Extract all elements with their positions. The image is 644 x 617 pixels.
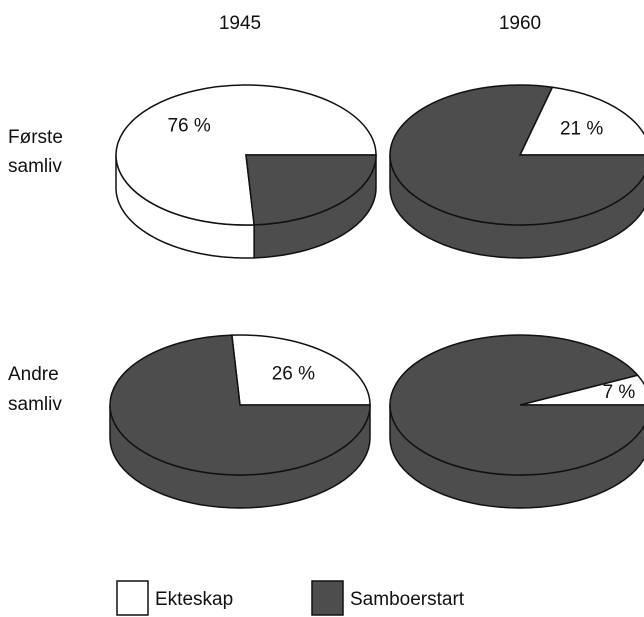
pie-slice [389, 84, 644, 226]
legend-swatch [311, 580, 344, 616]
pie-slice [109, 334, 371, 476]
column-header: 1960 [499, 13, 541, 34]
pie-slice [518, 86, 644, 156]
pie-slice [245, 154, 377, 226]
value-label: 26 % [272, 363, 315, 384]
row-label: Første [8, 127, 63, 148]
legend-swatch [116, 580, 149, 616]
value-label: 21 % [560, 118, 603, 139]
row-label: samliv [8, 156, 62, 177]
pie-slice [115, 84, 377, 226]
pie-slice [230, 334, 371, 406]
value-label: 7 % [603, 382, 636, 403]
legend-label: Ekteskap [155, 589, 233, 610]
row-label: samliv [8, 394, 62, 415]
legend-label: Samboerstart [350, 589, 465, 610]
row-label: Andre [8, 364, 59, 385]
pie-slice [389, 334, 644, 476]
value-label: 76 % [167, 115, 210, 136]
column-header: 1945 [219, 13, 261, 34]
